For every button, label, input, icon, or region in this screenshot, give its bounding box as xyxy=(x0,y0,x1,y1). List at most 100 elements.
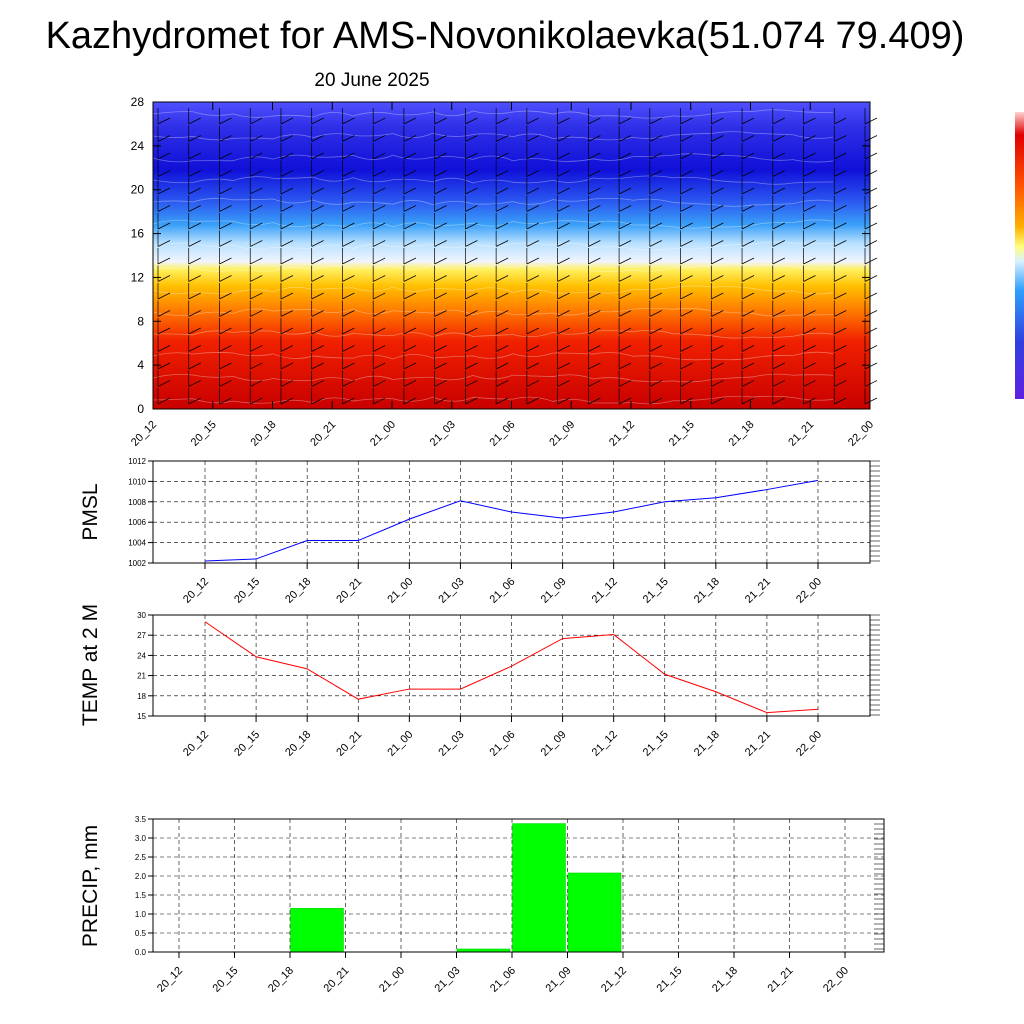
wind-barb xyxy=(249,370,263,387)
wind-barb xyxy=(864,335,878,352)
xtick-label: 21_21 xyxy=(743,576,773,606)
wind-barb xyxy=(157,195,171,212)
ytick-label: 18 xyxy=(137,692,146,701)
wind-barb xyxy=(280,213,294,230)
ytick-label: 20 xyxy=(131,183,145,197)
wind-barb xyxy=(495,248,509,265)
wind-barb xyxy=(526,283,540,300)
ytick-label: 1.5 xyxy=(135,891,147,900)
xtick-label: 22_00 xyxy=(821,965,851,995)
wind-barb xyxy=(188,178,201,195)
wind-barb xyxy=(587,230,601,247)
wind-barb xyxy=(495,213,509,230)
wind-barb xyxy=(710,143,724,160)
wind-barb xyxy=(772,160,785,177)
wind-barb xyxy=(403,335,417,352)
wind-barb xyxy=(803,178,816,195)
wind-barb xyxy=(833,230,847,247)
wind-barb xyxy=(372,370,386,387)
wind-barb xyxy=(649,213,662,230)
wind-barb xyxy=(680,108,693,125)
wind-barb xyxy=(372,108,386,125)
wind-barb xyxy=(864,388,878,405)
wind-barb xyxy=(495,300,509,317)
wind-barb xyxy=(557,353,570,370)
wind-barb xyxy=(249,353,263,370)
wind-barb xyxy=(188,300,201,317)
wind-barb xyxy=(311,283,324,300)
wind-barb xyxy=(280,300,294,317)
wind-barb xyxy=(219,318,232,335)
xtick-label: 20_15 xyxy=(232,576,262,606)
wind-barb xyxy=(188,353,201,370)
wind-barb xyxy=(465,318,478,335)
series-line xyxy=(204,621,819,714)
wind-barb xyxy=(772,283,785,300)
wind-barb xyxy=(342,300,355,317)
wind-barb xyxy=(526,370,540,387)
xtick-label: 20_21 xyxy=(334,576,364,606)
wind-barb xyxy=(495,143,509,160)
wind-barb xyxy=(465,335,478,352)
isoline xyxy=(152,131,834,141)
wind-barb xyxy=(249,230,263,247)
wind-barb xyxy=(403,318,417,335)
wind-barb xyxy=(219,230,232,247)
wind-barb xyxy=(403,230,417,247)
wind-barb xyxy=(618,248,632,265)
xtick-label: 20_12 xyxy=(181,729,211,759)
wind-barb xyxy=(249,248,263,265)
wind-barb xyxy=(188,318,201,335)
wind-barb xyxy=(311,195,324,212)
wind-barb xyxy=(403,143,417,160)
wind-barb xyxy=(803,265,816,282)
wind-barb xyxy=(710,265,724,282)
wind-barb xyxy=(219,370,232,387)
wind-barb xyxy=(557,213,570,230)
wind-barb xyxy=(803,143,816,160)
wind-barb xyxy=(772,370,785,387)
pmsl-panel: 1002 1004 1006 1008 1010 1012 20_12 20_15 20_18 2… xyxy=(79,457,880,606)
isoline xyxy=(152,109,834,119)
wind-barb xyxy=(680,283,693,300)
wind-barb xyxy=(403,195,417,212)
wind-barb xyxy=(495,195,509,212)
wind-barb xyxy=(249,300,263,317)
xtick-label: 22_00 xyxy=(846,419,876,449)
wind-barb xyxy=(526,265,540,282)
wind-barb xyxy=(526,195,540,212)
wind-barb xyxy=(219,178,232,195)
wind-barb xyxy=(680,160,693,177)
xtick-label: 20_15 xyxy=(211,965,241,995)
wind-barb xyxy=(864,300,878,317)
xtick-label: 21_21 xyxy=(786,419,816,449)
wind-barb xyxy=(772,213,785,230)
wind-barb xyxy=(280,318,294,335)
wind-barb xyxy=(311,353,324,370)
wind-barb xyxy=(587,318,601,335)
wind-barb xyxy=(219,388,232,405)
wind-barb xyxy=(557,283,570,300)
wind-barb xyxy=(772,318,785,335)
wind-barb xyxy=(219,125,232,142)
wind-barb xyxy=(526,230,540,247)
wind-barb xyxy=(649,335,662,352)
wind-barb xyxy=(710,283,724,300)
wind-barb xyxy=(280,335,294,352)
wind-barb xyxy=(157,160,171,177)
wind-barb xyxy=(157,300,171,317)
xtick-label: 20_18 xyxy=(249,419,279,449)
axis-label: PMSL xyxy=(79,483,102,540)
wind-barb xyxy=(403,370,417,387)
xtick-label: 21_21 xyxy=(743,729,773,759)
wind-barb xyxy=(403,125,417,142)
ytick-label: 4 xyxy=(137,358,144,372)
wind-barb xyxy=(680,388,693,405)
wind-barb xyxy=(342,335,355,352)
wind-barb xyxy=(280,370,294,387)
wind-barb xyxy=(434,143,447,160)
wind-barb xyxy=(342,213,355,230)
wind-barb xyxy=(557,370,570,387)
wind-barb xyxy=(342,370,355,387)
wind-barb xyxy=(526,108,540,125)
